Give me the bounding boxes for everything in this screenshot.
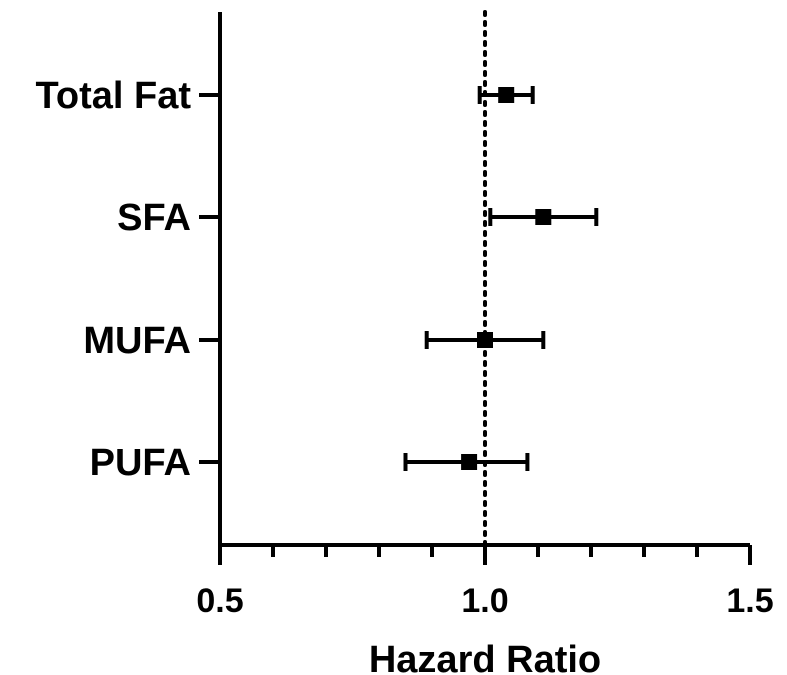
- category-label: PUFA: [90, 442, 191, 484]
- x-tick-label: 1.0: [461, 582, 508, 620]
- estimate-point: [535, 209, 552, 225]
- estimate-point: [461, 454, 478, 470]
- category-label: MUFA: [83, 320, 191, 362]
- estimate-point: [498, 87, 515, 103]
- x-tick-label: 1.5: [726, 582, 773, 620]
- estimate-point: [477, 332, 493, 348]
- x-tick-label: 0.5: [196, 582, 243, 620]
- category-label: Total Fat: [35, 75, 191, 117]
- category-label: SFA: [117, 197, 191, 239]
- x-axis-title: Hazard Ratio: [369, 639, 601, 675]
